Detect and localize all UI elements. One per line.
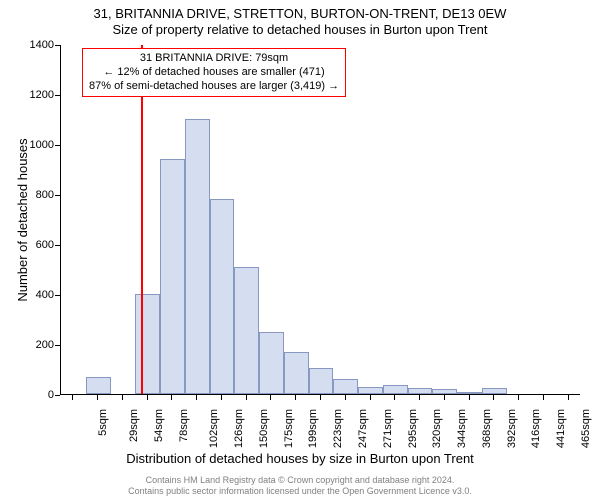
y-tick-mark	[55, 145, 60, 146]
x-tick-mark	[419, 395, 420, 400]
histogram-bar	[432, 389, 457, 394]
x-tick-mark	[518, 395, 519, 400]
histogram-bar	[358, 387, 383, 395]
x-tick-mark	[97, 395, 98, 400]
footer-line2: Contains public sector information licen…	[0, 486, 600, 498]
y-axis-label: Number of detached houses	[15, 138, 30, 301]
histogram-bar	[259, 332, 284, 395]
x-tick-label: 416sqm	[530, 409, 542, 448]
reference-line	[141, 45, 143, 394]
x-tick-mark	[568, 395, 569, 400]
chart-title-line2: Size of property relative to detached ho…	[0, 22, 600, 37]
x-tick-label: 175sqm	[283, 409, 295, 448]
y-tick-mark	[55, 395, 60, 396]
histogram-bar	[482, 388, 507, 394]
annotation-line: 31 BRITANNIA DRIVE: 79sqm	[89, 52, 339, 66]
y-tick-label: 800	[22, 189, 54, 201]
histogram-bar	[408, 388, 433, 394]
x-tick-mark	[122, 395, 123, 400]
histogram-bar	[160, 159, 185, 394]
x-tick-mark	[246, 395, 247, 400]
y-tick-mark	[55, 245, 60, 246]
histogram-bar	[284, 352, 309, 395]
x-tick-mark	[270, 395, 271, 400]
x-tick-label: 102sqm	[209, 409, 221, 448]
chart-title-line1: 31, BRITANNIA DRIVE, STRETTON, BURTON-ON…	[0, 6, 600, 21]
y-tick-mark	[55, 295, 60, 296]
histogram-bar	[383, 385, 408, 394]
x-tick-label: 223sqm	[332, 409, 344, 448]
y-tick-label: 400	[22, 289, 54, 301]
x-tick-label: 247sqm	[357, 409, 369, 448]
footer-line1: Contains HM Land Registry data © Crown c…	[0, 475, 600, 487]
x-tick-mark	[345, 395, 346, 400]
y-tick-mark	[55, 45, 60, 46]
histogram-bar	[135, 294, 160, 394]
x-tick-mark	[72, 395, 73, 400]
x-tick-mark	[543, 395, 544, 400]
x-tick-label: 392sqm	[506, 409, 518, 448]
chart-plot-area	[60, 45, 580, 395]
histogram-bar	[86, 377, 111, 395]
annotation-line: ← 12% of detached houses are smaller (47…	[89, 66, 339, 80]
y-tick-mark	[55, 95, 60, 96]
histogram-bar	[309, 368, 334, 394]
x-tick-mark	[171, 395, 172, 400]
y-tick-label: 600	[22, 239, 54, 251]
x-tick-mark	[147, 395, 148, 400]
x-tick-label: 150sqm	[258, 409, 270, 448]
annotation-box: 31 BRITANNIA DRIVE: 79sqm← 12% of detach…	[82, 48, 346, 97]
x-tick-label: 199sqm	[308, 409, 320, 448]
x-tick-mark	[493, 395, 494, 400]
histogram-bar	[234, 267, 259, 395]
x-tick-mark	[196, 395, 197, 400]
x-tick-label: 78sqm	[178, 409, 190, 442]
x-tick-label: 271sqm	[382, 409, 394, 448]
x-tick-mark	[394, 395, 395, 400]
x-tick-mark	[320, 395, 321, 400]
x-tick-label: 441sqm	[555, 409, 567, 448]
x-tick-mark	[295, 395, 296, 400]
y-tick-mark	[55, 345, 60, 346]
histogram-bar	[210, 199, 235, 394]
x-tick-mark	[444, 395, 445, 400]
x-tick-label: 29sqm	[128, 409, 140, 442]
annotation-line: 87% of semi-detached houses are larger (…	[89, 80, 339, 94]
histogram-bar	[185, 119, 210, 394]
y-tick-label: 1200	[22, 89, 54, 101]
y-tick-label: 0	[22, 389, 54, 401]
x-tick-label: 320sqm	[431, 409, 443, 448]
x-tick-mark	[370, 395, 371, 400]
y-tick-label: 200	[22, 339, 54, 351]
x-tick-label: 368sqm	[481, 409, 493, 448]
x-tick-mark	[469, 395, 470, 400]
y-tick-mark	[55, 195, 60, 196]
x-tick-label: 465sqm	[580, 409, 592, 448]
footer-attribution: Contains HM Land Registry data © Crown c…	[0, 475, 600, 498]
y-tick-label: 1000	[22, 139, 54, 151]
x-axis-label: Distribution of detached houses by size …	[0, 451, 600, 466]
y-tick-label: 1400	[22, 39, 54, 51]
x-tick-label: 344sqm	[456, 409, 468, 448]
x-tick-label: 126sqm	[233, 409, 245, 448]
x-tick-label: 295sqm	[407, 409, 419, 448]
x-tick-mark	[221, 395, 222, 400]
histogram-bar	[457, 392, 482, 395]
x-tick-label: 54sqm	[153, 409, 165, 442]
histogram-bar	[333, 379, 358, 394]
x-tick-label: 5sqm	[97, 409, 109, 436]
